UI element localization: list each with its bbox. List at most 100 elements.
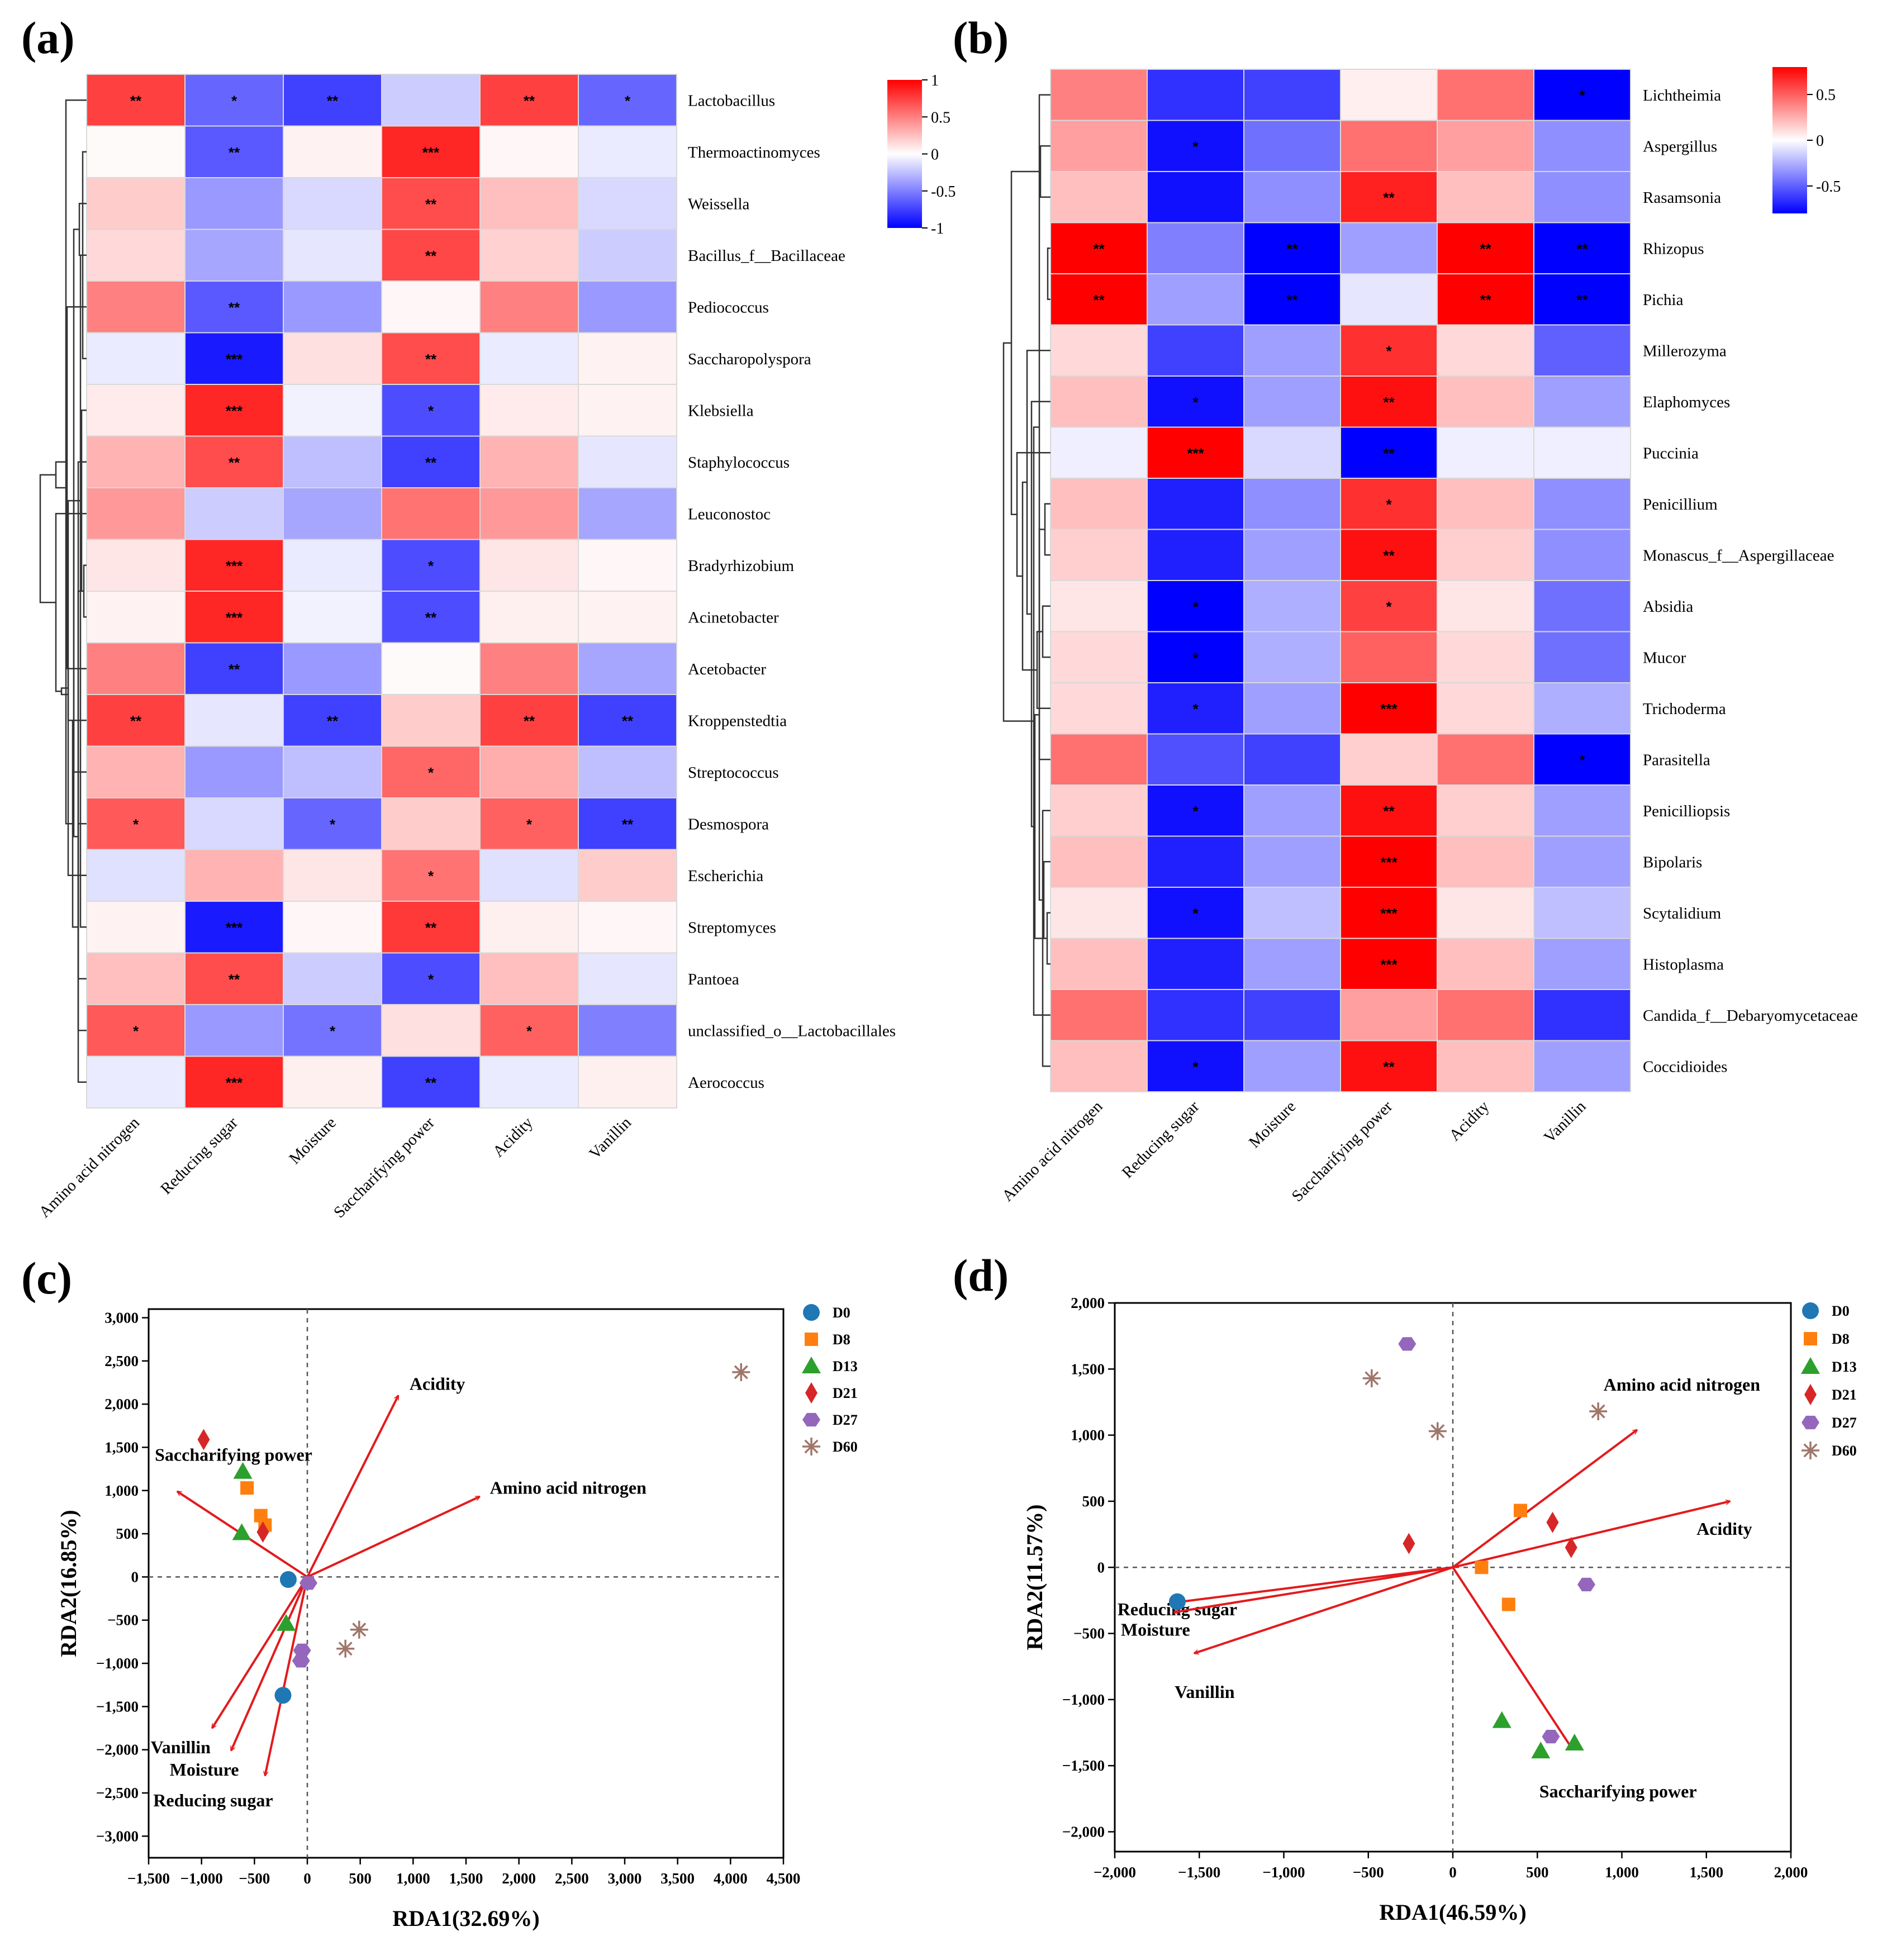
x-tick-label: 3,000 [608, 1870, 642, 1887]
marker-triangle [1801, 1357, 1820, 1374]
y-tick-label: 1,500 [1071, 1360, 1105, 1377]
heat-cell [1533, 989, 1631, 1041]
heat-cell [283, 539, 382, 592]
heat-cell [1243, 989, 1341, 1041]
y-tick-label: −500 [1073, 1625, 1105, 1642]
marker-circle [1802, 1302, 1819, 1319]
heat-cell [1340, 989, 1438, 1041]
significance-mark: * [526, 1022, 533, 1039]
significance-mark: * [133, 816, 139, 832]
significance-mark: ** [1576, 292, 1588, 308]
heatmap-a: ** * ** ** * Lactobacillus** *** Thermoactinomy… [36, 72, 956, 1221]
significance-mark: ** [622, 712, 634, 729]
heat-cell [283, 487, 382, 540]
colorbar [887, 80, 922, 228]
env-vector-label: Saccharifying power [1539, 1781, 1697, 1801]
x-tick-label: 1,500 [1689, 1864, 1723, 1881]
marker-asterisk [1802, 1442, 1819, 1459]
significance-mark: *** [226, 609, 243, 626]
heat-cell [1340, 324, 1438, 377]
x-tick-label: 2,000 [502, 1870, 536, 1887]
heat-cell [1340, 1040, 1438, 1092]
env-vector-arrow [265, 1576, 308, 1776]
heat-cell [1340, 120, 1438, 172]
heat-cell [1437, 938, 1534, 990]
heat-cell [283, 384, 382, 437]
significance-mark: * [1192, 803, 1199, 820]
legend-label: D60 [833, 1439, 858, 1455]
env-vector-label: Acidity [1696, 1519, 1752, 1539]
marker-asterisk [1362, 1369, 1381, 1387]
heat-cell [283, 229, 382, 282]
significance-mark: ** [1093, 240, 1105, 257]
heat-cell [86, 487, 186, 540]
heat-cell [1243, 120, 1341, 172]
significance-mark: ** [425, 1074, 437, 1091]
significance-mark: ** [229, 299, 240, 316]
heat-cell [1243, 273, 1341, 326]
heat-cell [1437, 733, 1534, 786]
dendrogram-link [1047, 248, 1051, 300]
marker-square [240, 1481, 254, 1495]
significance-mark: ** [327, 92, 339, 109]
marker-asterisk [1428, 1422, 1447, 1440]
y-tick-label: −1,500 [1062, 1757, 1105, 1774]
heat-cell [1050, 887, 1148, 939]
heat-cell [86, 280, 186, 334]
significance-mark: * [1386, 342, 1392, 359]
column-label: Amino acid nitrogen [999, 1097, 1106, 1205]
row-label: Pichia [1643, 291, 1684, 309]
heat-cell [283, 849, 382, 902]
row-label: Parasitella [1643, 751, 1710, 769]
x-tick-label: 1,000 [1605, 1864, 1639, 1881]
row-label: Pantoea [688, 971, 739, 988]
x-tick-label: −1,000 [180, 1870, 223, 1887]
heat-cell [381, 1055, 481, 1109]
heat-cell [1437, 120, 1534, 172]
heat-cell [86, 745, 186, 798]
significance-mark: ** [229, 144, 240, 161]
heat-cell [1340, 733, 1438, 786]
y-tick-label: −2,500 [96, 1785, 139, 1801]
heat-cell [381, 642, 481, 695]
heat-cell [1243, 938, 1341, 990]
y-tick-label: −1,000 [1062, 1691, 1105, 1708]
marker-circle [279, 1571, 297, 1588]
heat-cell [184, 177, 284, 230]
x-tick-label: 1,500 [449, 1870, 483, 1887]
heat-cell [1340, 887, 1438, 939]
heat-cell [1533, 1040, 1631, 1092]
heat-cell [1533, 120, 1631, 172]
row-label: Desmospora [688, 815, 769, 833]
significance-mark: * [231, 92, 237, 109]
heat-cell [1340, 375, 1438, 428]
heat-cell [1147, 631, 1244, 683]
y-tick-label: 0 [131, 1568, 139, 1585]
env-vector-arrow [1174, 1566, 1453, 1612]
legend-label: D21 [1832, 1387, 1857, 1403]
marker-triangle [233, 1462, 253, 1479]
colorbar-tick-label: -0.5 [1816, 178, 1841, 196]
heat-cell [1050, 1040, 1148, 1092]
heat-cell [1437, 1040, 1534, 1092]
heat-cell [1147, 171, 1244, 223]
row-label: Streptomyces [688, 919, 776, 936]
heat-cell [381, 1004, 481, 1057]
significance-mark: *** [1187, 445, 1204, 462]
y-tick-label: 1,500 [104, 1439, 139, 1455]
significance-mark: *** [1380, 905, 1398, 922]
heat-cell [86, 591, 186, 644]
significance-mark: * [1192, 701, 1199, 717]
heat-cell [283, 952, 382, 1005]
heat-cell [578, 384, 677, 437]
marker-square [1804, 1332, 1817, 1345]
y-tick-label: 500 [116, 1525, 139, 1542]
heat-cell [1340, 682, 1438, 735]
y-tick-label: 3,000 [104, 1309, 139, 1326]
significance-mark: ** [425, 609, 437, 626]
heat-cell [184, 745, 284, 798]
heat-cell [1050, 682, 1148, 735]
significance-mark: * [1192, 905, 1199, 922]
significance-mark: ** [425, 454, 437, 471]
row-label: Streptococcus [688, 764, 779, 782]
